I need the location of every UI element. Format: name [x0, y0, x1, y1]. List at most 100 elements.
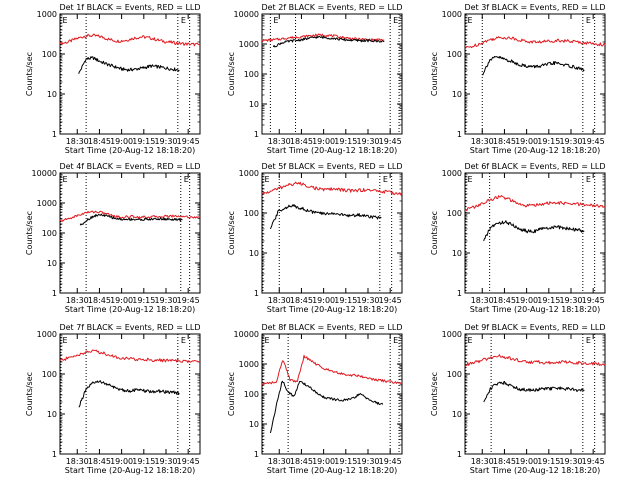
x-tick-label: 18:45: [290, 296, 313, 305]
plot-frame: [464, 13, 606, 135]
y-axis-label: Counts/sec: [25, 372, 34, 416]
detector-panel-3: Det 3f BLACK = Events, RED = LLD 1 10 100 10…: [430, 3, 606, 155]
y-tick-label: 10: [249, 249, 259, 258]
y-tick-label: 1: [52, 289, 57, 298]
detector-panel-8: Det 8f BLACK = Events, RED = LLD 1 10 100 10…: [227, 323, 403, 475]
x-tick-label: 19:00: [312, 457, 335, 466]
x-tick-label: 18:30: [471, 137, 494, 146]
x-tick-label: 19:45: [177, 296, 200, 305]
y-tick-label: 10: [452, 90, 462, 99]
x-tick-label: 18:30: [268, 296, 291, 305]
y-axis-label: Counts/sec: [25, 211, 34, 255]
y-tick-label: 10000: [32, 169, 57, 178]
y-tick-label: 100: [244, 390, 259, 399]
y-tick-label: 10: [249, 420, 259, 429]
y-axis-label: Counts/sec: [430, 211, 439, 255]
panel-title: Det 6f BLACK = Events, RED = LLD: [464, 162, 605, 171]
x-axis-label: Start Time (20-Aug-12 18:18:20): [267, 305, 398, 314]
x-tick-label: 19:30: [356, 457, 379, 466]
x-tick-label: 19:15: [132, 457, 155, 466]
corner-marker-label: E: [468, 16, 473, 25]
x-axis-label: Start Time (20-Aug-12 18:18:20): [65, 466, 196, 475]
lld-series-line: [464, 36, 606, 49]
y-tick-label: 1: [254, 289, 259, 298]
panel-title: Det 4f BLACK = Events, RED = LLD: [59, 162, 200, 171]
y-tick-label: 1000: [239, 360, 259, 369]
x-tick-label: 19:30: [356, 137, 379, 146]
x-tick-label: 19:15: [334, 296, 357, 305]
corner-marker-label: E: [586, 175, 591, 184]
x-tick-label: 18:45: [493, 457, 516, 466]
y-tick-label: 10: [47, 410, 57, 419]
lld-series-line: [59, 33, 200, 47]
x-tick-label: 19:45: [582, 296, 605, 305]
corner-marker-label: E: [468, 336, 473, 345]
x-tick-label: 19:45: [379, 457, 402, 466]
y-tick-label: 100: [447, 50, 462, 59]
plot-frame: [261, 172, 403, 294]
detector-panel-6: Det 6f BLACK = Events, RED = LLD 1 10 100 10…: [430, 162, 606, 314]
x-axis-label: Start Time (20-Aug-12 18:18:20): [470, 466, 601, 475]
x-tick-label: 19:30: [154, 296, 177, 305]
y-tick-label: 1: [457, 130, 462, 139]
x-tick-label: 18:30: [268, 137, 291, 146]
corner-marker-label: E: [273, 16, 278, 25]
x-tick-label: 19:45: [379, 296, 402, 305]
y-tick-label: 10: [452, 410, 462, 419]
panel-title: Det 8f BLACK = Events, RED = LLD: [261, 323, 402, 332]
x-tick-label: 18:30: [268, 457, 291, 466]
plot-frame: [59, 172, 201, 294]
panel-title: Det 9f BLACK = Events, RED = LLD: [464, 323, 605, 332]
x-tick-label: 19:45: [582, 137, 605, 146]
x-tick-label: 19:30: [559, 137, 582, 146]
corner-marker-label: E: [468, 175, 473, 184]
x-tick-label: 19:30: [356, 296, 379, 305]
detector-panel-9: Det 9f BLACK = Events, RED = LLD 1 10 100 10…: [430, 323, 606, 475]
x-tick-label: 18:30: [66, 457, 89, 466]
detector-panel-5: Det 5f BLACK = Events, RED = LLD 1 10 100 10…: [227, 162, 403, 314]
x-tick-label: 18:45: [290, 457, 313, 466]
x-axis-label: Start Time (20-Aug-12 18:18:20): [65, 305, 196, 314]
corner-marker-label: E: [63, 16, 68, 25]
y-axis-label: Counts/sec: [430, 52, 439, 96]
detector-panel-1: Det 1f BLACK = Events, RED = LLD 1 10 100 10…: [25, 3, 201, 155]
y-tick-label: 10: [249, 100, 259, 109]
x-tick-label: 19:30: [559, 457, 582, 466]
events-series-line: [482, 55, 585, 76]
panel-title: Det 5f BLACK = Events, RED = LLD: [261, 162, 402, 171]
corner-marker-label: E: [181, 336, 186, 345]
x-tick-label: 19:30: [154, 137, 177, 146]
x-tick-label: 19:30: [559, 296, 582, 305]
y-tick-label: 10000: [234, 330, 259, 339]
x-tick-label: 19:15: [537, 137, 560, 146]
x-tick-label: 19:00: [515, 137, 538, 146]
plot-frame: [59, 333, 201, 455]
x-axis-label: Start Time (20-Aug-12 18:18:20): [470, 305, 601, 314]
x-tick-label: 19:15: [132, 137, 155, 146]
y-tick-label: 1000: [442, 10, 462, 19]
x-tick-label: 19:00: [110, 457, 133, 466]
y-tick-label: 10000: [234, 10, 259, 19]
x-tick-label: 18:45: [88, 457, 111, 466]
detector-panel-4: Det 4f BLACK = Events, RED = LLD 1 10 100 10…: [25, 162, 201, 314]
corner-marker-label: E: [265, 175, 270, 184]
x-tick-label: 19:45: [379, 137, 402, 146]
y-tick-label: 10: [47, 259, 57, 268]
y-tick-label: 100: [447, 370, 462, 379]
x-tick-label: 18:45: [493, 137, 516, 146]
x-axis-label: Start Time (20-Aug-12 18:18:20): [470, 146, 601, 155]
y-tick-label: 100: [447, 209, 462, 218]
corner-marker-label: E: [383, 175, 388, 184]
x-tick-label: 19:15: [132, 296, 155, 305]
events-series-line: [483, 220, 585, 242]
y-tick-label: 10: [452, 249, 462, 258]
y-tick-label: 1: [254, 130, 259, 139]
y-tick-label: 100: [42, 50, 57, 59]
y-tick-label: 1000: [239, 169, 259, 178]
plot-frame: [261, 333, 403, 455]
corner-marker-label: E: [184, 175, 189, 184]
y-tick-label: 1000: [37, 330, 57, 339]
y-tick-label: 100: [244, 209, 259, 218]
events-series-line: [78, 380, 180, 408]
